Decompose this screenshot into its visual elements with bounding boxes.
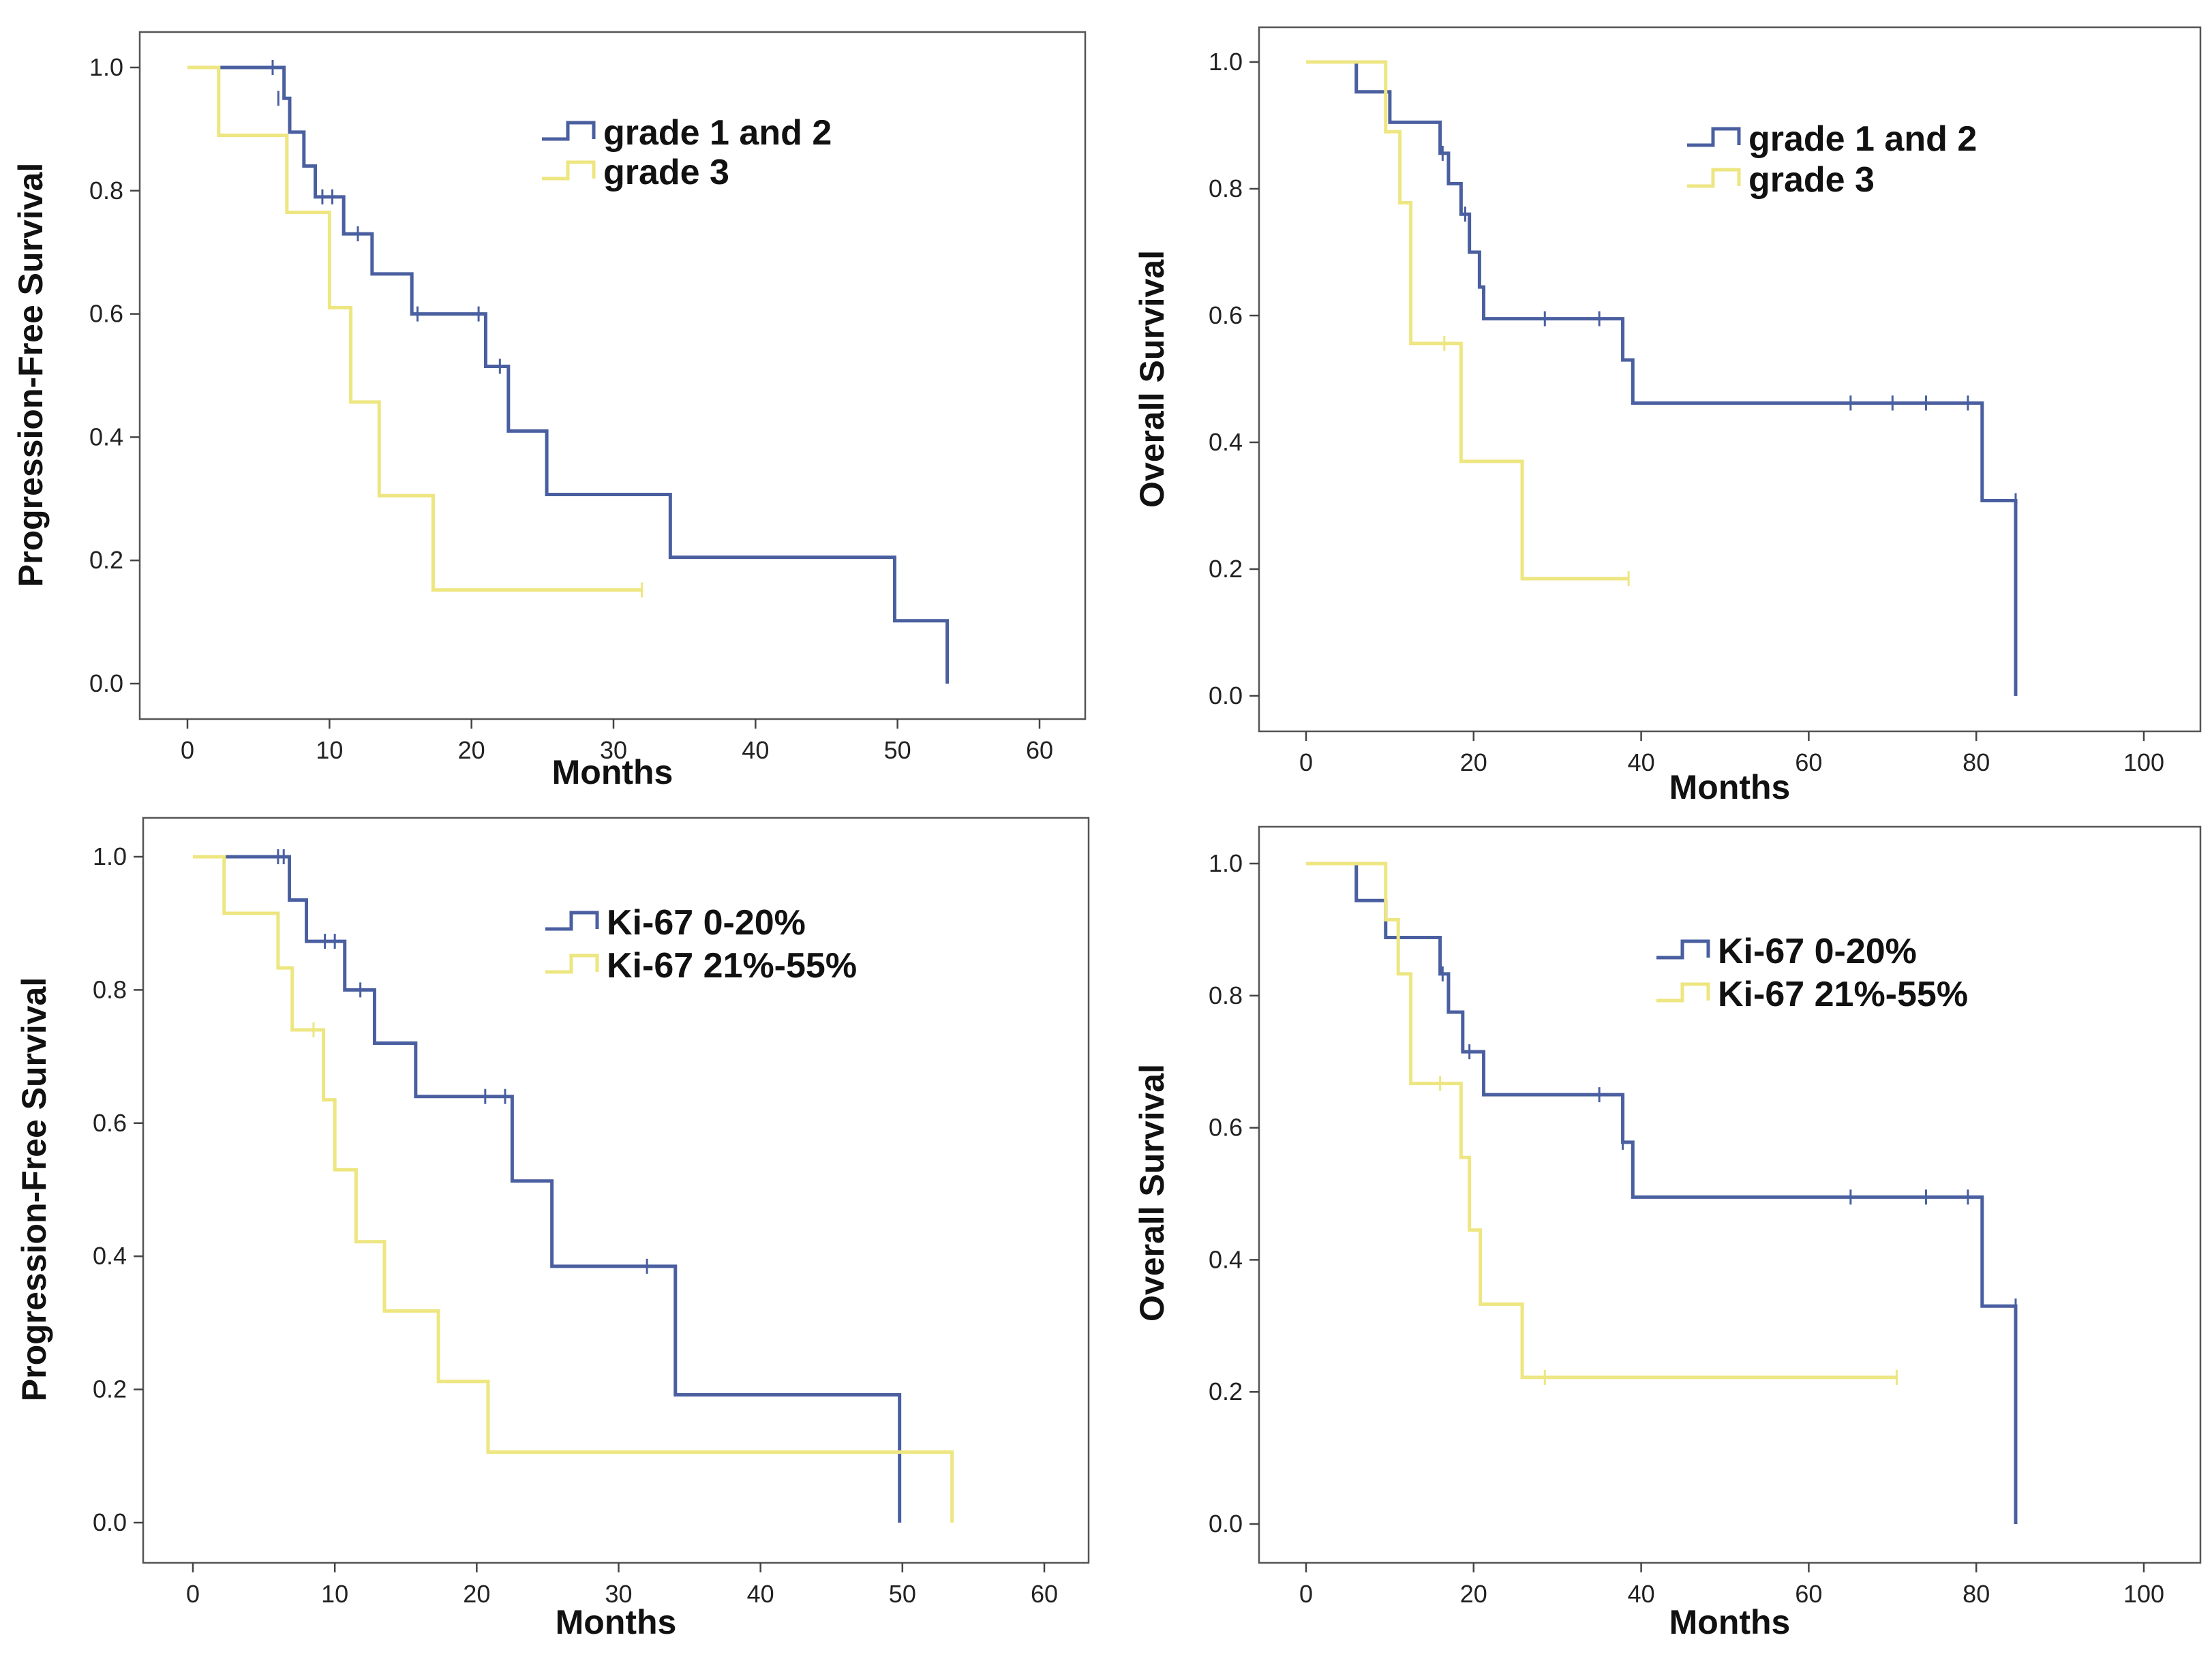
legend-label: Ki-67 21%-55% xyxy=(1718,975,1968,1014)
x-tick-label: 0 xyxy=(1299,1580,1313,1608)
legend-swatch xyxy=(542,160,596,181)
plot-frame xyxy=(1258,26,2202,733)
x-tick-label: 30 xyxy=(600,736,627,764)
y-tick-label: 0.2 xyxy=(1209,1377,1243,1405)
x-tick-label: 20 xyxy=(463,1580,490,1608)
km-chart-bottom-right: 0.0 0.2 0.4 0.6 0.8 1.0 0 20 40 60 80 100 Months Over… xyxy=(1133,825,2202,1641)
legend-label: grade 3 xyxy=(603,153,729,192)
y-axis-title: Progression-Free Survival xyxy=(15,977,53,1401)
survival-curve-series-1 xyxy=(187,65,950,684)
legend-swatch xyxy=(545,911,599,931)
y-tick-label: 0.0 xyxy=(1209,1510,1243,1538)
x-tick-label: 60 xyxy=(1795,1580,1822,1608)
y-tick-label: 0.0 xyxy=(93,1508,127,1536)
y-tick-label: 1.0 xyxy=(1209,48,1243,76)
x-tick-label: 80 xyxy=(1963,748,1990,776)
y-tick-label: 0.4 xyxy=(89,423,123,451)
x-tick-label: 0 xyxy=(1299,748,1313,776)
legend-swatch xyxy=(542,121,596,141)
legend-swatch xyxy=(545,954,599,974)
y-tick-label: 0.8 xyxy=(89,177,123,204)
x-tick-label: 20 xyxy=(458,736,485,764)
y-tick-label: 0.2 xyxy=(1209,555,1243,583)
x-tick-label: 30 xyxy=(605,1580,632,1608)
y-tick-label: 0.4 xyxy=(1209,1245,1243,1273)
survival-curve-series-2 xyxy=(1306,862,1897,1380)
y-tick-label: 0.6 xyxy=(93,1109,127,1137)
x-tick-label: 100 xyxy=(2123,1580,2164,1608)
y-tick-label: 0.2 xyxy=(93,1375,127,1403)
legend-swatch xyxy=(1656,982,1710,1003)
y-tick-label: 0.0 xyxy=(1209,682,1243,710)
x-tick-label: 60 xyxy=(1795,748,1822,776)
x-tick-label: 0 xyxy=(186,1580,200,1608)
y-tick-label: 0.0 xyxy=(89,669,123,697)
legend-swatch xyxy=(1687,127,1741,147)
km-chart-top-left: 0.0 0.2 0.4 0.6 0.8 1.0 0 10 20 30 40 50 60 Months Pro… xyxy=(12,31,1087,791)
survival-curve-series-2 xyxy=(193,855,954,1523)
y-tick-label: 0.6 xyxy=(89,300,123,328)
y-axis-title: Progression-Free Survival xyxy=(12,163,50,587)
km-chart-bottom-left: 0.0 0.2 0.4 0.6 0.8 1.0 0 10 20 30 40 50 60 Months Pro… xyxy=(15,817,1090,1641)
y-tick-label: 0.8 xyxy=(1209,174,1243,202)
x-tick-label: 40 xyxy=(742,736,769,764)
x-tick-label: 10 xyxy=(316,736,343,764)
x-tick-label: 60 xyxy=(1031,1580,1058,1608)
x-axis-title: Months xyxy=(1669,768,1791,806)
x-tick-label: 100 xyxy=(2123,748,2164,776)
y-axis-title: Overall Survival xyxy=(1133,250,1171,508)
plot-frame xyxy=(138,31,1087,720)
legend-label: grade 1 and 2 xyxy=(1748,119,1977,159)
y-tick-label: 1.0 xyxy=(93,842,127,870)
legend-label: Ki-67 0-20% xyxy=(1718,932,1917,971)
legend-label: grade 3 xyxy=(1748,160,1875,200)
x-tick-label: 40 xyxy=(1628,748,1655,776)
x-tick-label: 60 xyxy=(1026,736,1053,764)
km-chart-top-right: 0.0 0.2 0.4 0.6 0.8 1.0 0 20 40 60 80 100 Months Over… xyxy=(1133,26,2202,806)
x-tick-label: 20 xyxy=(1460,1580,1487,1608)
y-tick-label: 1.0 xyxy=(89,53,123,81)
y-tick-label: 0.6 xyxy=(1209,301,1243,329)
x-tick-label: 0 xyxy=(181,736,194,764)
y-tick-label: 0.6 xyxy=(1209,1114,1243,1142)
y-axis-title: Overall Survival xyxy=(1133,1064,1171,1322)
x-tick-label: 50 xyxy=(884,736,911,764)
x-tick-label: 40 xyxy=(1628,1580,1655,1608)
x-tick-label: 80 xyxy=(1963,1580,1990,1608)
y-tick-label: 0.2 xyxy=(89,546,123,574)
x-axis-title: Months xyxy=(552,753,673,791)
x-tick-label: 20 xyxy=(1460,748,1487,776)
legend-swatch xyxy=(1687,168,1741,188)
survival-curve-series-2 xyxy=(187,65,642,592)
legend-swatch xyxy=(1656,939,1710,960)
y-tick-label: 0.8 xyxy=(1209,981,1243,1009)
legend-label: Ki-67 21%-55% xyxy=(607,946,857,986)
survival-curve-series-1 xyxy=(1306,60,2018,696)
y-tick-label: 1.0 xyxy=(1209,849,1243,877)
x-tick-label: 50 xyxy=(889,1580,916,1608)
survival-curve-series-1 xyxy=(193,855,902,1523)
y-tick-label: 0.4 xyxy=(93,1242,127,1270)
y-tick-label: 0.8 xyxy=(93,975,127,1003)
plot-frame xyxy=(1258,825,2202,1564)
legend-label: grade 1 and 2 xyxy=(603,113,832,153)
y-tick-label: 0.4 xyxy=(1209,428,1243,456)
x-tick-label: 10 xyxy=(321,1580,348,1608)
plot-frame xyxy=(142,817,1090,1564)
x-axis-title: Months xyxy=(556,1603,677,1641)
legend-label: Ki-67 0-20% xyxy=(607,903,806,943)
survival-curve-series-2 xyxy=(1306,60,1629,581)
x-axis-title: Months xyxy=(1669,1603,1791,1641)
x-tick-label: 40 xyxy=(747,1580,774,1608)
